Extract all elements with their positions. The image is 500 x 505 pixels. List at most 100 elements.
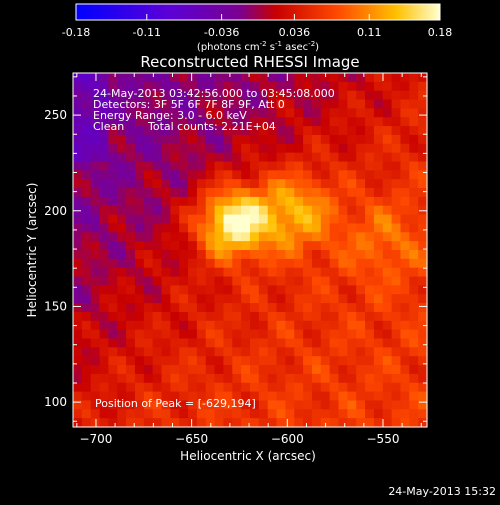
heatmap-cell bbox=[170, 143, 180, 154]
heatmap-cell bbox=[258, 276, 269, 286]
heatmap-cell bbox=[241, 391, 251, 402]
heatmap-cell bbox=[143, 161, 154, 171]
heatmap-cell bbox=[161, 311, 171, 322]
heatmap-cell bbox=[373, 347, 384, 357]
heatmap-cell bbox=[81, 285, 92, 295]
heatmap-cell bbox=[373, 382, 384, 393]
heatmap-cell bbox=[134, 365, 145, 375]
heatmap-cell bbox=[373, 90, 384, 101]
heatmap-cell bbox=[241, 409, 251, 419]
heatmap-cell bbox=[382, 267, 393, 278]
heatmap-cell bbox=[196, 320, 207, 331]
heatmap-cell bbox=[170, 285, 180, 295]
heatmap-cell bbox=[320, 391, 331, 402]
heatmap-cell bbox=[188, 81, 198, 92]
heatmap-cell bbox=[223, 418, 233, 428]
heatmap-cell bbox=[152, 170, 163, 180]
heatmap-cell bbox=[320, 250, 331, 260]
heatmap-cell bbox=[232, 338, 242, 348]
heatmap-cell bbox=[170, 134, 180, 145]
colorbar-tick-label: -0.11 bbox=[133, 26, 161, 39]
heatmap-cell bbox=[294, 108, 304, 118]
heatmap-cell bbox=[161, 134, 171, 145]
heatmap-cell bbox=[99, 90, 109, 101]
heatmap-cell bbox=[329, 108, 340, 118]
heatmap-cell bbox=[161, 267, 171, 278]
heatmap-cell bbox=[382, 134, 393, 145]
heatmap-cell bbox=[400, 134, 410, 145]
heatmap-cell bbox=[81, 409, 92, 419]
y-tick-label: 100 bbox=[44, 395, 67, 409]
heatmap-cell bbox=[108, 232, 118, 242]
heatmap-cell bbox=[232, 232, 242, 242]
heatmap-cell bbox=[134, 179, 145, 189]
heatmap-cell bbox=[188, 303, 198, 313]
heatmap-cell bbox=[152, 418, 163, 428]
heatmap-cell bbox=[373, 409, 384, 419]
heatmap-cell bbox=[152, 276, 163, 286]
heatmap-cell bbox=[81, 205, 92, 216]
heatmap-cell bbox=[258, 170, 269, 180]
heatmap-cell bbox=[90, 338, 101, 348]
heatmap-cell bbox=[329, 285, 340, 295]
heatmap-cell bbox=[373, 391, 384, 402]
heatmap-cell bbox=[338, 409, 348, 419]
heatmap-cell bbox=[400, 179, 410, 189]
heatmap-cell bbox=[143, 294, 154, 304]
heatmap-cell bbox=[143, 382, 154, 393]
heatmap-cell bbox=[338, 81, 348, 92]
heatmap-cell bbox=[365, 285, 375, 295]
heatmap-cell bbox=[347, 409, 357, 419]
heatmap-cell bbox=[170, 117, 180, 127]
heatmap-cell bbox=[382, 73, 393, 83]
heatmap-cell bbox=[205, 223, 216, 233]
heatmap-cell bbox=[99, 170, 109, 180]
heatmap-cell bbox=[223, 214, 233, 225]
heatmap-cell bbox=[338, 373, 348, 384]
heatmap-cell bbox=[223, 303, 233, 313]
heatmap-cell bbox=[214, 126, 225, 136]
heatmap-cell bbox=[232, 329, 242, 340]
heatmap-cell bbox=[241, 373, 251, 384]
y-tick-label: 150 bbox=[44, 299, 67, 313]
heatmap-cell bbox=[73, 391, 83, 402]
heatmap-cell bbox=[365, 223, 375, 233]
heatmap-cell bbox=[214, 276, 225, 286]
heatmap-cell bbox=[320, 134, 331, 145]
heatmap-cell bbox=[214, 329, 225, 340]
heatmap-cell bbox=[276, 311, 286, 322]
heatmap-cell bbox=[205, 409, 216, 419]
heatmap-cell bbox=[81, 294, 92, 304]
heatmap-cell bbox=[196, 400, 207, 410]
heatmap-cell bbox=[126, 214, 136, 225]
heatmap-cell bbox=[196, 223, 207, 233]
heatmap-cell bbox=[303, 170, 313, 180]
heatmap-cell bbox=[99, 161, 109, 171]
heatmap-cell bbox=[329, 356, 340, 366]
heatmap-cell bbox=[267, 418, 278, 428]
heatmap-cell bbox=[170, 214, 180, 225]
heatmap-cell bbox=[179, 214, 189, 225]
heatmap-cell bbox=[418, 418, 428, 428]
heatmap-cell bbox=[126, 205, 136, 216]
heatmap-cell bbox=[188, 276, 198, 286]
heatmap-cell bbox=[108, 400, 118, 410]
heatmap-cell bbox=[241, 214, 251, 225]
heatmap-cell bbox=[241, 108, 251, 118]
heatmap-cell bbox=[205, 205, 216, 216]
heatmap-cell bbox=[285, 134, 295, 145]
heatmap-cell bbox=[391, 285, 402, 295]
heatmap-cell bbox=[391, 223, 402, 233]
heatmap-cell bbox=[276, 126, 286, 136]
heatmap-cell bbox=[320, 365, 331, 375]
heatmap-cell bbox=[400, 347, 410, 357]
heatmap-cell bbox=[90, 90, 101, 101]
heatmap-cell bbox=[294, 134, 304, 145]
heatmap-cell bbox=[73, 161, 83, 171]
heatmap-cell bbox=[90, 391, 101, 402]
heatmap-cell bbox=[241, 365, 251, 375]
heatmap-cell bbox=[400, 311, 410, 322]
heatmap-cell bbox=[179, 99, 189, 109]
heatmap-cell bbox=[391, 400, 402, 410]
heatmap-cell bbox=[152, 161, 163, 171]
